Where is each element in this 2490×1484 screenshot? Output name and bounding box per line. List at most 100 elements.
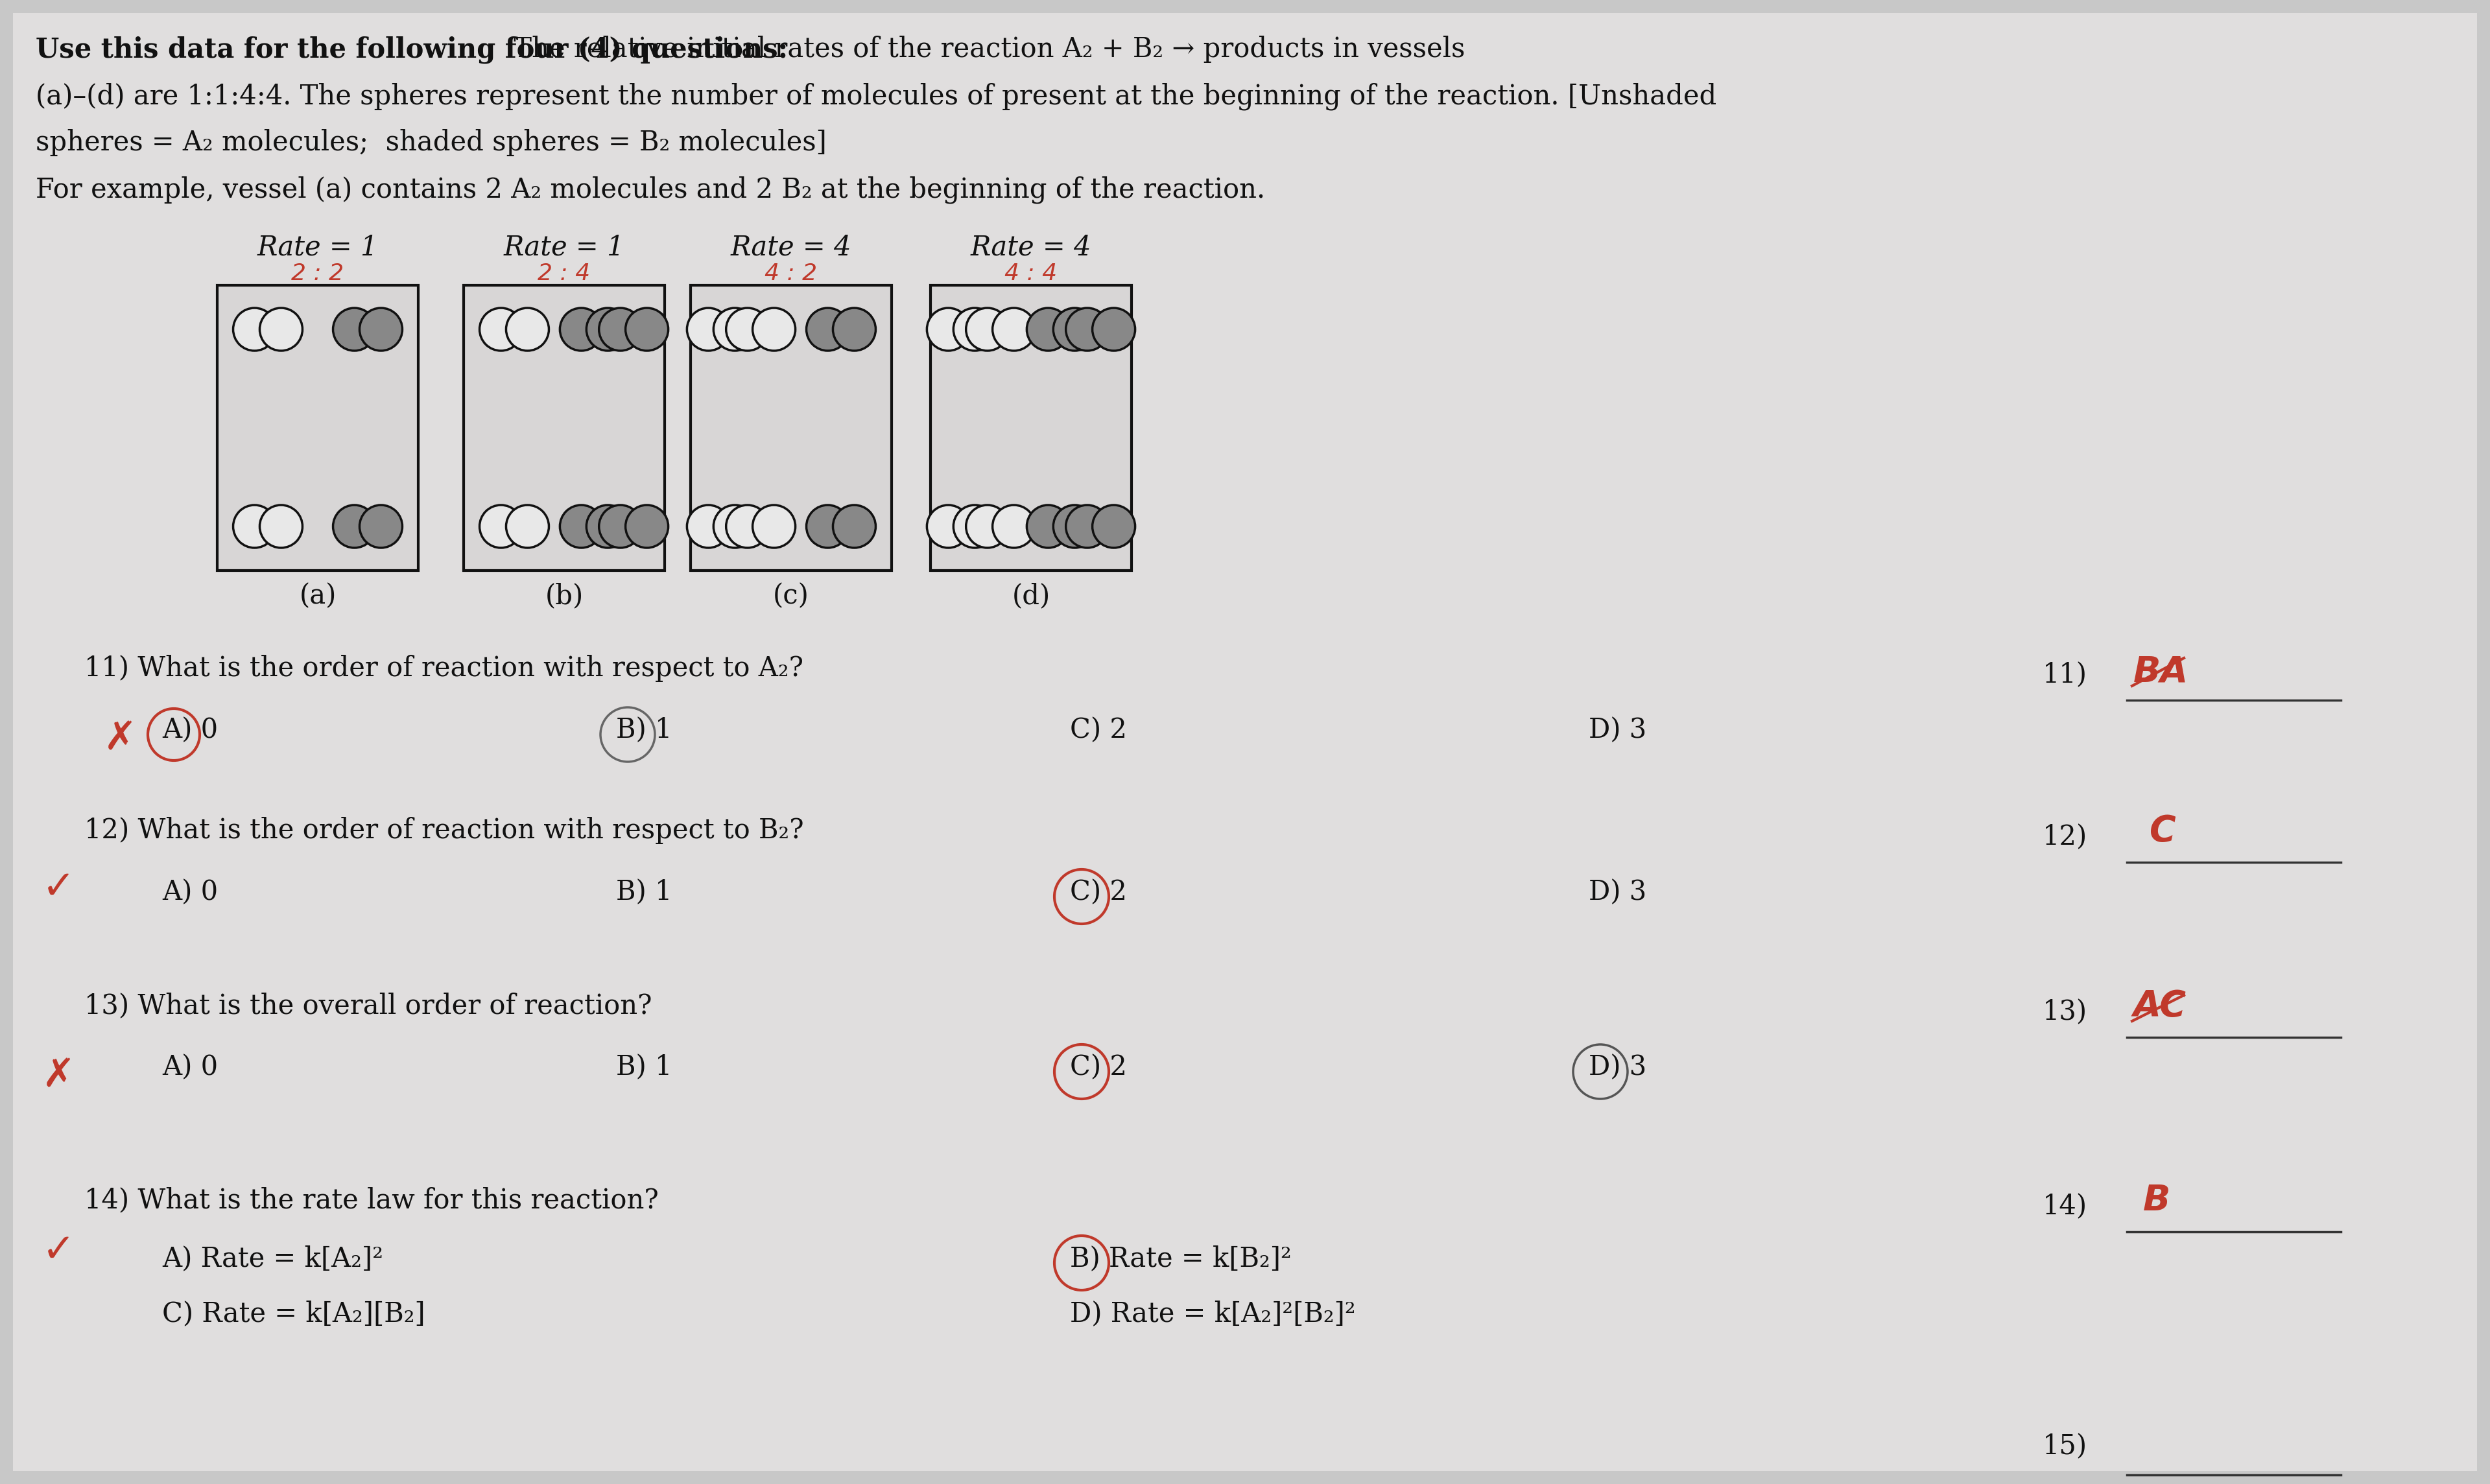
Text: C) 2: C) 2 (1071, 717, 1128, 743)
Bar (217, 285, 418, 570)
Circle shape (966, 309, 1008, 350)
Text: C) 2: C) 2 (1071, 879, 1128, 905)
Text: Rate = 1: Rate = 1 (503, 233, 625, 261)
Circle shape (926, 309, 969, 350)
Text: 13) What is the overall order of reaction?: 13) What is the overall order of reactio… (85, 991, 652, 1020)
Text: C: C (2149, 813, 2176, 849)
Text: D) Rate = k[A₂]²[B₂]²: D) Rate = k[A₂]²[B₂]² (1071, 1300, 1355, 1327)
Circle shape (715, 505, 757, 548)
Text: A) 0: A) 0 (162, 1054, 219, 1080)
Circle shape (234, 309, 276, 350)
Circle shape (1053, 505, 1096, 548)
Circle shape (807, 309, 849, 350)
Text: 11) What is the order of reaction with respect to A₂?: 11) What is the order of reaction with r… (85, 654, 804, 683)
Circle shape (994, 309, 1036, 350)
Text: B) 1: B) 1 (615, 717, 672, 743)
Circle shape (687, 505, 730, 548)
Text: (d): (d) (1011, 582, 1051, 610)
Text: spheres = A₂ molecules;  shaded spheres = B₂ molecules]: spheres = A₂ molecules; shaded spheres =… (35, 129, 827, 156)
Text: B: B (2144, 1183, 2171, 1218)
Text: Rate = 4: Rate = 4 (971, 233, 1091, 261)
Circle shape (966, 505, 1008, 548)
Text: 12): 12) (2042, 824, 2087, 850)
Text: 4 : 2: 4 : 2 (764, 263, 817, 285)
Circle shape (1093, 505, 1135, 548)
Text: ✗: ✗ (105, 720, 137, 758)
Circle shape (832, 309, 876, 350)
Text: 15): 15) (2042, 1432, 2087, 1460)
Text: 2 : 4: 2 : 4 (538, 263, 590, 285)
Circle shape (560, 309, 603, 350)
Text: B) 1: B) 1 (615, 1054, 672, 1080)
Text: ✓: ✓ (42, 1232, 75, 1270)
Bar (931, 285, 1130, 570)
Text: 4 : 4: 4 : 4 (1003, 263, 1058, 285)
Circle shape (481, 505, 523, 548)
Circle shape (234, 505, 276, 548)
Text: Use this data for the following four (4) questions:: Use this data for the following four (4)… (35, 36, 787, 64)
Circle shape (334, 309, 376, 350)
Text: ✗: ✗ (42, 1057, 75, 1095)
Circle shape (359, 309, 403, 350)
Circle shape (259, 505, 301, 548)
Circle shape (600, 309, 642, 350)
Text: Rate = 4: Rate = 4 (730, 233, 852, 261)
Circle shape (926, 505, 969, 548)
Circle shape (625, 505, 667, 548)
Text: (a): (a) (299, 582, 336, 610)
Text: The relative initial rates of the reaction A₂ + B₂ → products in vessels: The relative initial rates of the reacti… (505, 36, 1464, 62)
Text: For example, vessel (a) contains 2 A₂ molecules and 2 B₂ at the beginning of the: For example, vessel (a) contains 2 A₂ mo… (35, 175, 1265, 203)
Circle shape (687, 309, 730, 350)
Text: C) Rate = k[A₂][B₂]: C) Rate = k[A₂][B₂] (162, 1300, 426, 1327)
Text: (c): (c) (772, 582, 809, 610)
Text: AC: AC (2134, 988, 2186, 1024)
Text: C) 2: C) 2 (1071, 1054, 1128, 1080)
Circle shape (585, 309, 630, 350)
Text: 2 : 2: 2 : 2 (291, 263, 344, 285)
Text: A) 0: A) 0 (162, 879, 219, 905)
Circle shape (1066, 505, 1108, 548)
Text: B) 1: B) 1 (615, 879, 672, 905)
Circle shape (807, 505, 849, 548)
Circle shape (334, 505, 376, 548)
Circle shape (259, 309, 301, 350)
Circle shape (832, 505, 876, 548)
Text: D) 3: D) 3 (1589, 879, 1646, 905)
Circle shape (600, 505, 642, 548)
Circle shape (727, 505, 769, 548)
Text: A) Rate = k[A₂]²: A) Rate = k[A₂]² (162, 1245, 383, 1272)
Circle shape (752, 505, 794, 548)
Circle shape (505, 505, 548, 548)
Text: 13): 13) (2042, 999, 2087, 1025)
Text: (a)–(d) are 1:1:4:4. The spheres represent the number of molecules of present at: (a)–(d) are 1:1:4:4. The spheres represe… (35, 82, 1716, 110)
Text: 12) What is the order of reaction with respect to B₂?: 12) What is the order of reaction with r… (85, 816, 804, 844)
Circle shape (625, 309, 667, 350)
Text: A) 0: A) 0 (162, 717, 219, 743)
Circle shape (560, 505, 603, 548)
Circle shape (752, 309, 794, 350)
Text: 14): 14) (2042, 1193, 2087, 1220)
Circle shape (715, 309, 757, 350)
Circle shape (481, 309, 523, 350)
Circle shape (727, 309, 769, 350)
Circle shape (1026, 505, 1071, 548)
Text: (b): (b) (545, 582, 583, 610)
Bar (463, 285, 665, 570)
Circle shape (1053, 309, 1096, 350)
Circle shape (994, 505, 1036, 548)
Circle shape (505, 309, 548, 350)
Circle shape (954, 309, 996, 350)
Text: D) 3: D) 3 (1589, 717, 1646, 743)
Circle shape (359, 505, 403, 548)
Circle shape (1026, 309, 1071, 350)
Text: B) Rate = k[B₂]²: B) Rate = k[B₂]² (1071, 1245, 1292, 1272)
Text: Rate = 1: Rate = 1 (256, 233, 378, 261)
Text: ✓: ✓ (42, 868, 75, 907)
Bar (690, 285, 891, 570)
Circle shape (585, 505, 630, 548)
Text: 14) What is the rate law for this reaction?: 14) What is the rate law for this reacti… (85, 1186, 660, 1214)
Text: BA: BA (2134, 654, 2189, 690)
Text: D) 3: D) 3 (1589, 1054, 1646, 1080)
Circle shape (1066, 309, 1108, 350)
Text: 11): 11) (2042, 662, 2087, 689)
